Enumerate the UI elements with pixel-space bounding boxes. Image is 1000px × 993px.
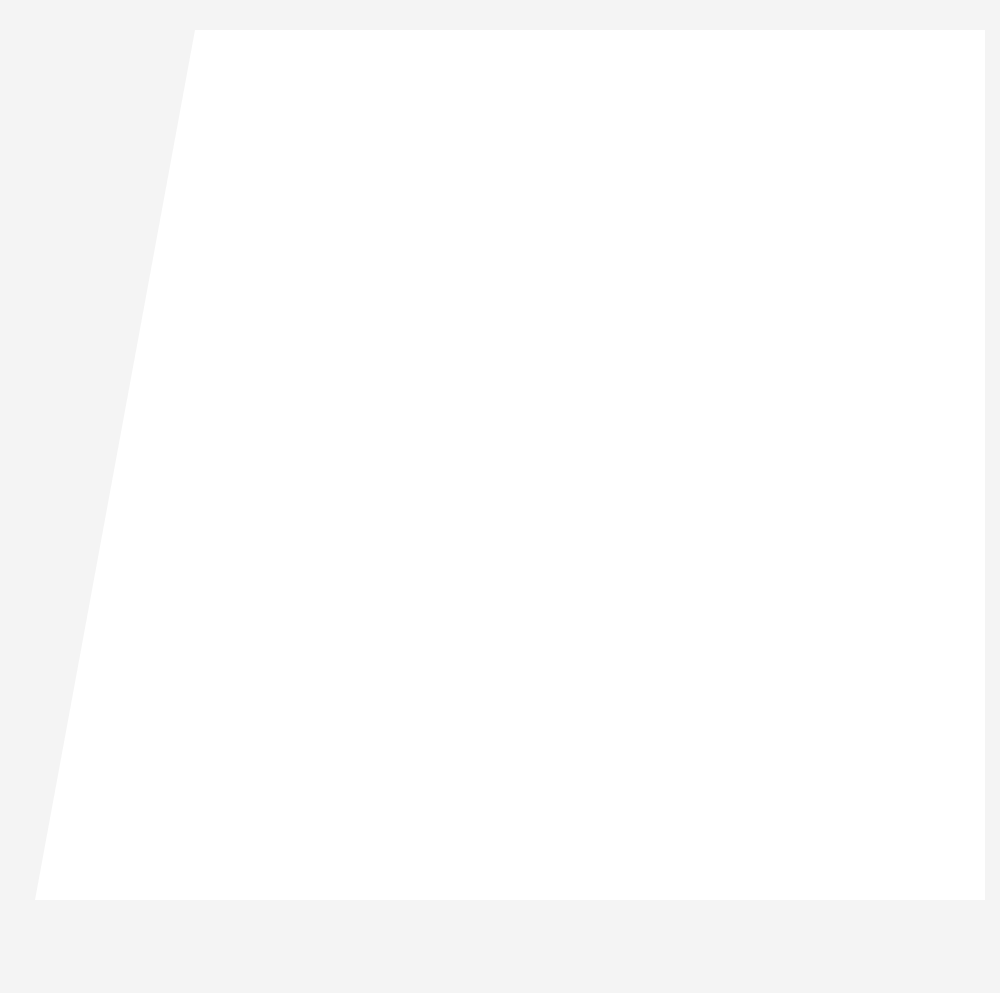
chart-svg bbox=[0, 0, 1000, 993]
pressure-flow-nomogram bbox=[0, 0, 1000, 993]
